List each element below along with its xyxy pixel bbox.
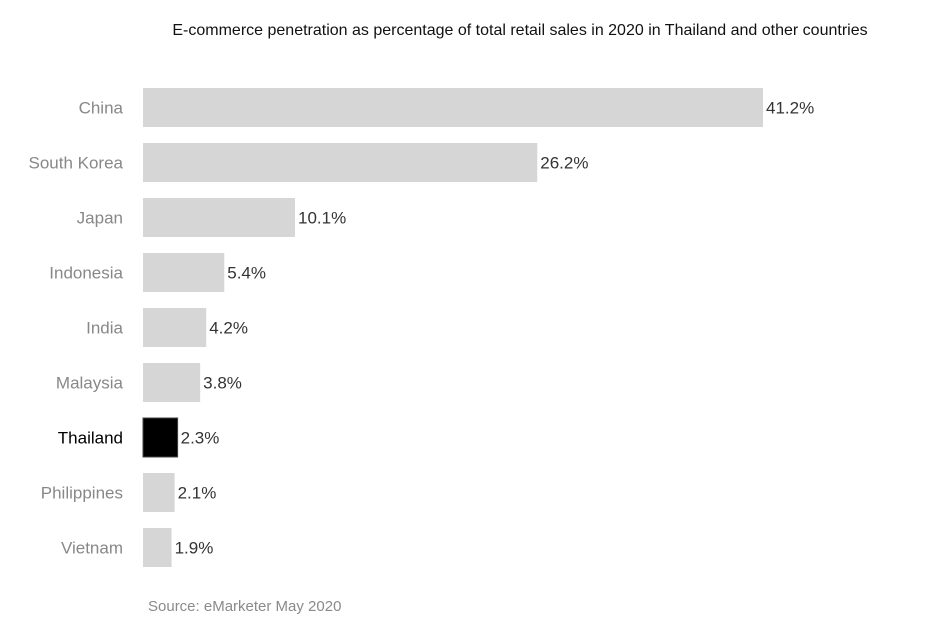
category-label: Thailand bbox=[58, 429, 123, 448]
data-label: 26.2% bbox=[540, 154, 588, 173]
category-label: Malaysia bbox=[56, 374, 124, 393]
bar-thailand bbox=[142, 417, 179, 458]
data-label: 41.2% bbox=[766, 99, 814, 118]
data-label: 10.1% bbox=[298, 209, 346, 228]
bar-south-korea bbox=[143, 143, 538, 182]
bar-china bbox=[143, 88, 763, 127]
data-label: 3.8% bbox=[203, 374, 242, 393]
bar-japan bbox=[143, 198, 295, 237]
bar-indonesia bbox=[143, 253, 225, 292]
bar-malaysia bbox=[143, 363, 201, 402]
category-label: Philippines bbox=[41, 484, 123, 503]
data-label: 2.3% bbox=[181, 429, 220, 448]
bar-chart: China 41.2% South Korea 26.2% Japan 10.1% Indo… bbox=[28, 88, 814, 567]
chart-title: E-commerce penetration as percentage of … bbox=[172, 22, 868, 39]
source-note: Source: eMarketer May 2020 bbox=[148, 598, 342, 615]
category-label: South Korea bbox=[28, 154, 123, 173]
category-label: Japan bbox=[77, 209, 123, 228]
data-label: 1.9% bbox=[175, 539, 214, 558]
category-label: Indonesia bbox=[49, 264, 123, 283]
bar-india bbox=[143, 308, 207, 347]
data-label: 4.2% bbox=[209, 319, 248, 338]
bar-philippines bbox=[143, 473, 175, 512]
data-label: 5.4% bbox=[227, 264, 266, 283]
data-label: 2.1% bbox=[178, 484, 217, 503]
category-label: China bbox=[79, 99, 124, 118]
category-label: Vietnam bbox=[61, 539, 123, 558]
category-label: India bbox=[86, 319, 123, 338]
bar-vietnam bbox=[143, 528, 172, 567]
